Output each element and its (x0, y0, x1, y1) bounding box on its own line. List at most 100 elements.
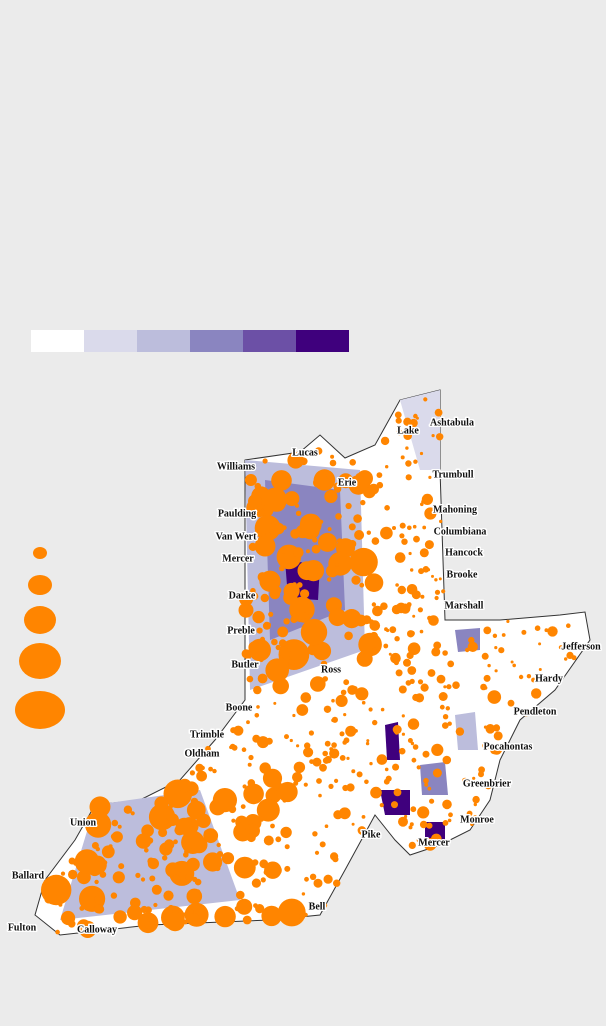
point (405, 446, 409, 450)
point (91, 842, 99, 849)
point (135, 833, 152, 849)
point (259, 762, 271, 774)
point (384, 505, 390, 511)
point (465, 647, 470, 653)
place-label: Union (70, 817, 97, 828)
place-label: Paulding (218, 508, 256, 519)
point (272, 522, 285, 535)
legend-swatch (243, 330, 296, 352)
place-label: Erie (338, 477, 357, 488)
point (154, 796, 169, 811)
point (248, 641, 261, 654)
point (312, 641, 332, 661)
place-label: Ashtabula (430, 417, 474, 428)
point (462, 777, 468, 784)
point (246, 833, 256, 843)
point (339, 731, 345, 737)
area (455, 712, 478, 750)
point (268, 611, 274, 617)
point (250, 587, 256, 594)
point (85, 811, 112, 838)
point (392, 725, 402, 734)
point (324, 755, 332, 764)
point (417, 607, 423, 613)
point (518, 674, 524, 680)
point (293, 547, 304, 558)
point (403, 658, 411, 667)
point (190, 836, 208, 854)
point (168, 904, 174, 911)
point (127, 905, 143, 921)
point (296, 704, 309, 716)
point (408, 551, 412, 556)
point (288, 659, 295, 666)
place-label: Pendleton (514, 706, 557, 717)
point (111, 819, 119, 827)
point (311, 544, 321, 554)
point (348, 475, 369, 495)
point (162, 855, 168, 861)
point (428, 475, 432, 479)
point (203, 828, 219, 844)
point (138, 914, 150, 926)
point (366, 739, 370, 743)
point (384, 627, 388, 632)
point (442, 714, 449, 720)
point (424, 782, 429, 787)
point (478, 771, 484, 778)
place-label: Ross (321, 664, 341, 675)
point (494, 669, 498, 673)
point (434, 408, 443, 417)
point (343, 713, 347, 717)
point (140, 877, 146, 882)
point (446, 684, 452, 690)
place-label: Fulton (8, 922, 37, 933)
point (376, 481, 384, 489)
point (314, 850, 320, 855)
point (326, 577, 332, 582)
point (271, 470, 292, 491)
point (231, 744, 238, 751)
point (498, 647, 505, 654)
point (196, 770, 208, 782)
point (320, 660, 328, 667)
point (301, 521, 320, 540)
point (544, 628, 549, 633)
point (328, 551, 353, 576)
point (241, 747, 247, 752)
point (118, 863, 125, 870)
point (468, 636, 475, 644)
point (485, 724, 496, 734)
point (171, 874, 181, 884)
point (419, 548, 429, 558)
size-swatch (15, 691, 65, 729)
point (187, 913, 201, 926)
point (487, 690, 502, 704)
point (423, 777, 429, 784)
point (345, 725, 357, 737)
point (397, 585, 406, 595)
point (372, 719, 378, 726)
point (289, 738, 293, 743)
point (328, 783, 334, 790)
point (322, 676, 329, 682)
point (443, 685, 447, 689)
points (41, 397, 583, 939)
point (478, 766, 485, 774)
point (342, 740, 348, 745)
point (484, 782, 492, 790)
point (112, 871, 125, 884)
point (144, 848, 149, 853)
point (368, 636, 373, 641)
point (483, 626, 492, 635)
point (345, 502, 352, 510)
point (416, 765, 421, 770)
point (267, 622, 271, 627)
point (366, 530, 371, 535)
legend-swatch (137, 330, 190, 352)
point (117, 824, 122, 829)
legend-swatch (296, 330, 349, 352)
point (329, 459, 337, 467)
point (175, 817, 193, 835)
point (280, 547, 287, 554)
